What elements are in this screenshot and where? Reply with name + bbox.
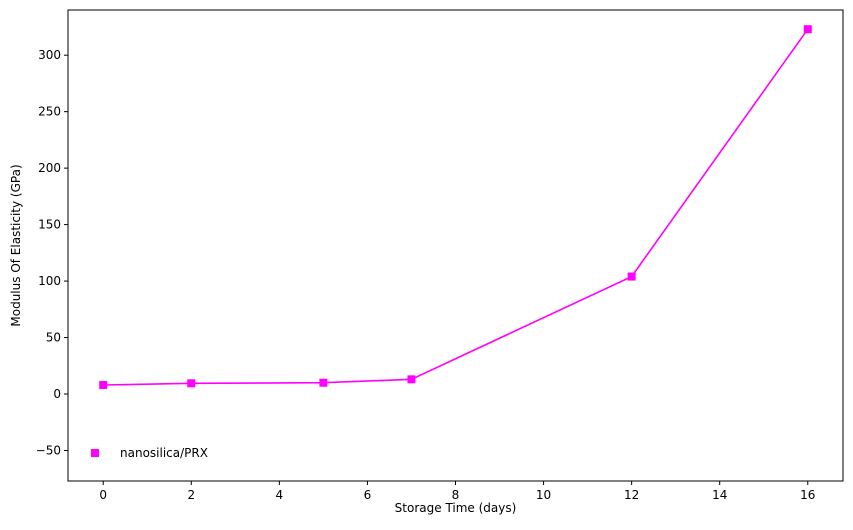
plot-frame [67,9,844,482]
y-tick-label: 200 [38,161,61,175]
x-axis-label: Storage Time (days) [395,501,517,515]
x-tick-label: 6 [364,488,372,502]
y-tick-label: 50 [46,331,61,345]
y-axis-ticks: −50 0 50 100 150 200 250 300 [36,48,68,458]
data-point [319,378,328,387]
x-tick-label: 8 [452,488,460,502]
x-tick-label: 14 [712,488,727,502]
y-tick-label: 150 [38,218,61,232]
x-tick-label: 2 [187,488,195,502]
plot-marks [99,25,812,389]
x-tick-label: 0 [99,488,107,502]
legend-marker [91,449,99,457]
x-tick-label: 4 [276,488,284,502]
data-point [627,272,636,281]
x-tick-label: 16 [800,488,815,502]
x-tick-label: 12 [624,488,639,502]
data-point [187,379,196,388]
y-tick-label: 300 [38,48,61,62]
y-tick-label: 250 [38,105,61,119]
x-tick-label: 10 [536,488,551,502]
y-tick-label: 0 [53,387,61,401]
y-tick-label: 100 [38,274,61,288]
x-axis-ticks: 0 2 4 6 8 10 12 14 16 [99,481,815,502]
data-point [803,25,812,34]
y-tick-label: −50 [36,444,61,458]
data-point [99,380,108,389]
series-line [103,28,809,386]
legend-label: nanosilica/PRX [120,446,208,460]
y-axis-label: Modulus Of Elasticity (GPa) [9,164,23,326]
data-point [407,375,416,384]
legend: nanosilica/PRX [91,446,208,460]
